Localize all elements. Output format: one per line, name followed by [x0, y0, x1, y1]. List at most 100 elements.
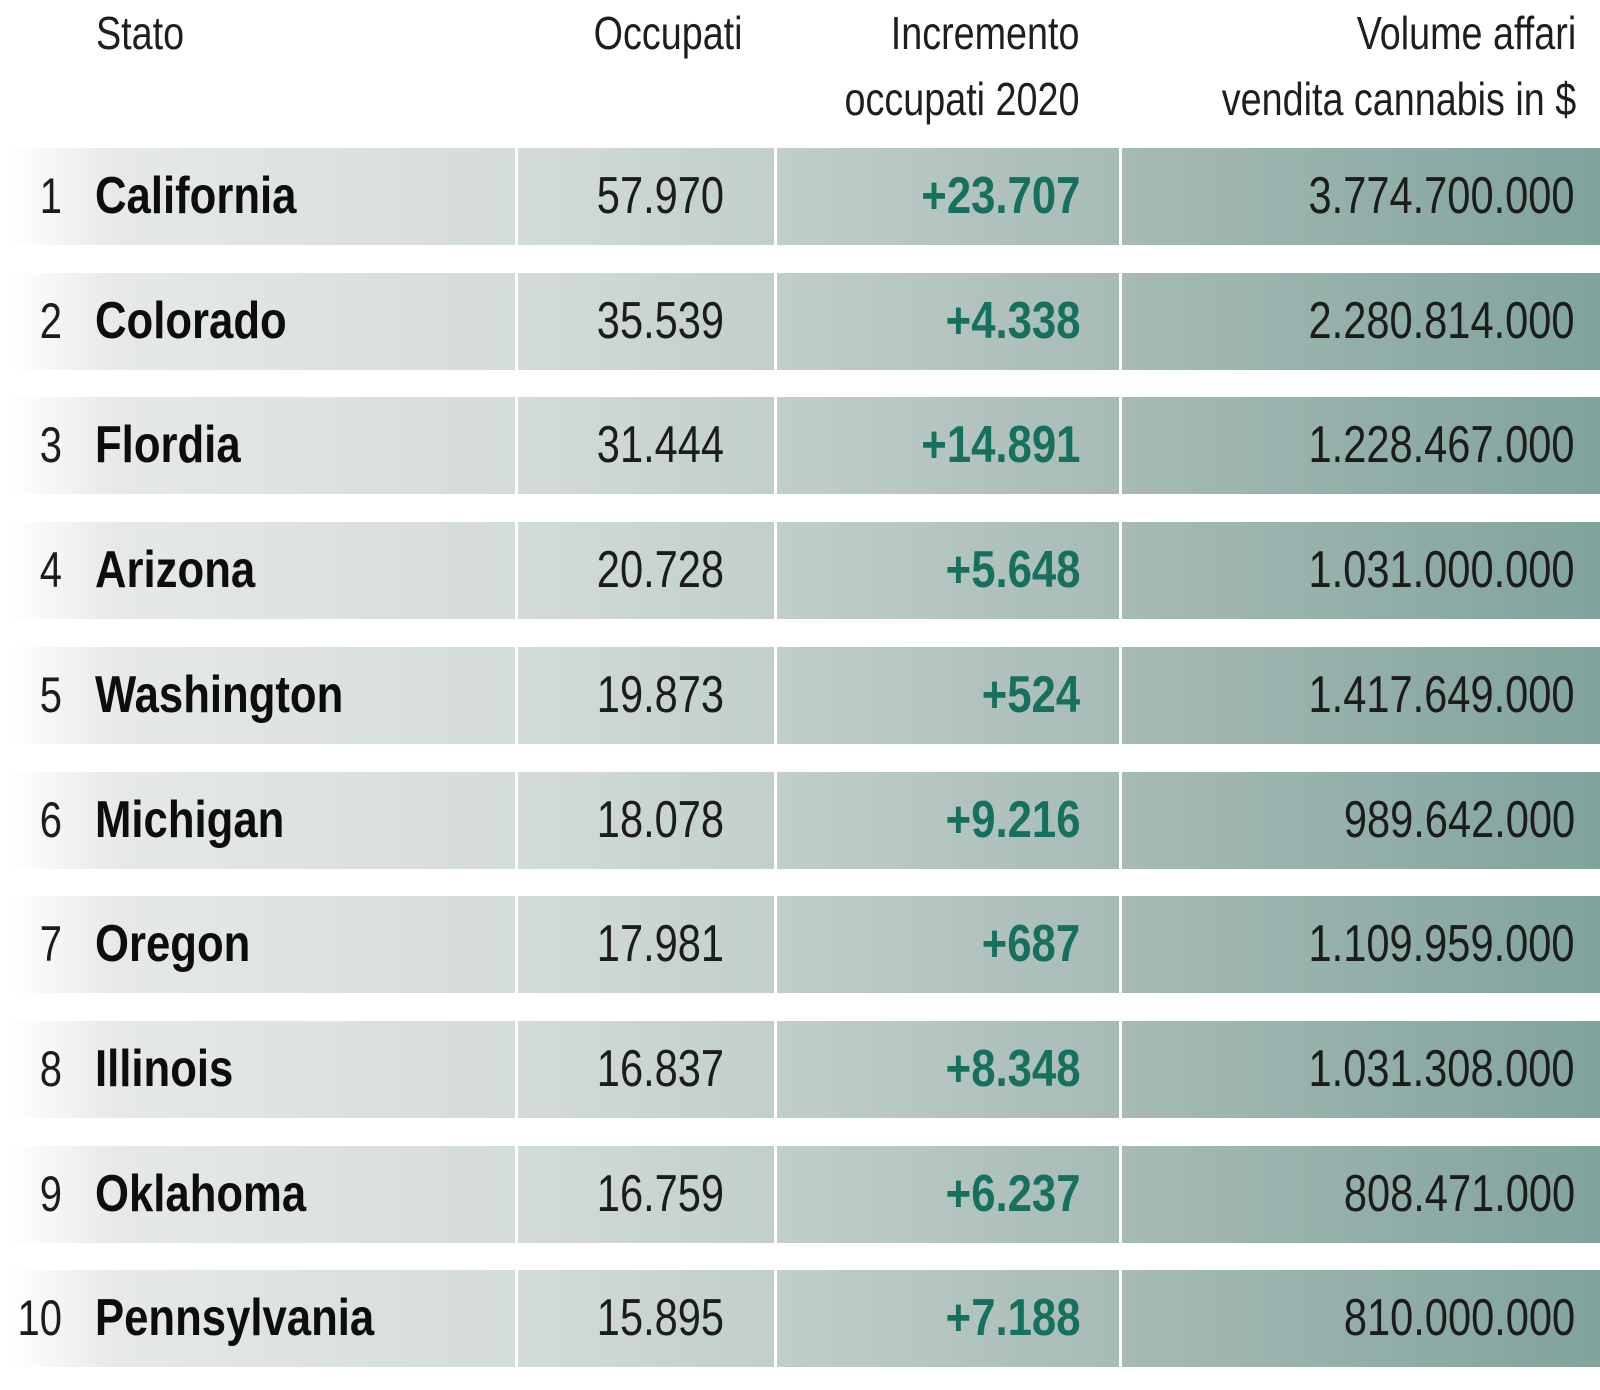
column-separator	[774, 896, 777, 993]
state-cell: Colorado	[95, 292, 287, 350]
incremento-cell: +687	[981, 915, 1080, 973]
row-background	[8, 1021, 1600, 1118]
incremento-cell: +23.707	[920, 167, 1080, 225]
column-separator	[774, 1146, 777, 1243]
column-separator	[1119, 1270, 1122, 1367]
column-separator	[1119, 1146, 1122, 1243]
table-row: 8 Illinois 16.837 +8.348 1.031.308.000	[0, 1021, 1600, 1118]
state-cell: California	[95, 167, 297, 225]
rank-cell: 9	[39, 1166, 62, 1222]
occupati-cell: 35.539	[596, 292, 724, 350]
table-row: 4 Arizona 20.728 +5.648 1.031.000.000	[0, 522, 1600, 619]
occupati-cell: 31.444	[596, 416, 724, 474]
header-incremento-line1: Incremento	[890, 7, 1079, 59]
column-separator	[774, 273, 777, 370]
table-row: 5 Washington 19.873 +524 1.417.649.000	[0, 647, 1600, 744]
occupati-cell: 19.873	[596, 666, 724, 724]
state-cell: Michigan	[95, 791, 285, 849]
volume-cell: 810.000.000	[1343, 1289, 1575, 1347]
header-stato: Stato	[96, 0, 184, 66]
incremento-cell: +524	[981, 666, 1080, 724]
occupati-cell: 16.837	[596, 1040, 724, 1098]
column-separator	[774, 772, 777, 869]
incremento-cell: +5.648	[945, 541, 1080, 599]
state-cell: Illinois	[95, 1040, 234, 1098]
table-row: 1 California 57.970 +23.707 3.774.700.000	[0, 148, 1600, 245]
column-separator	[1119, 273, 1122, 370]
header-stato-label: Stato	[96, 7, 185, 59]
row-background	[8, 522, 1600, 619]
column-separator	[515, 273, 518, 370]
column-separator	[774, 1270, 777, 1367]
column-separator	[1119, 397, 1122, 494]
column-separator	[515, 647, 518, 744]
rank-cell: 6	[39, 792, 62, 848]
volume-cell: 2.280.814.000	[1308, 292, 1575, 350]
rank-cell: 4	[39, 542, 62, 598]
table-row: 9 Oklahoma 16.759 +6.237 808.471.000	[0, 1146, 1600, 1243]
occupati-cell: 16.759	[596, 1165, 724, 1223]
state-cell: Oregon	[95, 915, 251, 973]
table-row: 7 Oregon 17.981 +687 1.109.959.000	[0, 896, 1600, 993]
column-separator	[1119, 772, 1122, 869]
volume-cell: 3.774.700.000	[1308, 167, 1575, 225]
header-volume-line2: vendita cannabis in $	[1221, 73, 1576, 125]
column-separator	[774, 397, 777, 494]
row-background	[8, 772, 1600, 869]
header-incremento-line2: occupati 2020	[844, 73, 1079, 125]
rank-cell: 7	[39, 916, 62, 972]
state-cell: Pennsylvania	[95, 1289, 375, 1347]
volume-cell: 1.031.308.000	[1308, 1040, 1575, 1098]
state-cell: Flordia	[95, 416, 241, 474]
state-cell: Arizona	[95, 541, 256, 599]
header-incremento: Incremento occupati 2020	[844, 0, 1079, 132]
row-background	[8, 647, 1600, 744]
header-occupati: Occupati	[594, 0, 743, 66]
incremento-cell: +4.338	[945, 292, 1080, 350]
incremento-cell: +7.188	[945, 1289, 1080, 1347]
incremento-cell: +9.216	[945, 791, 1080, 849]
rank-cell: 8	[39, 1041, 62, 1097]
incremento-cell: +8.348	[945, 1040, 1080, 1098]
column-separator	[515, 522, 518, 619]
occupati-cell: 57.970	[596, 167, 724, 225]
column-separator	[515, 397, 518, 494]
column-separator	[515, 896, 518, 993]
rank-cell: 5	[39, 667, 62, 723]
row-background	[8, 148, 1600, 245]
column-separator	[774, 1021, 777, 1118]
header-occupati-label: Occupati	[594, 7, 743, 59]
incremento-cell: +14.891	[920, 416, 1080, 474]
column-separator	[515, 1021, 518, 1118]
incremento-cell: +6.237	[945, 1165, 1080, 1223]
state-cell: Washington	[95, 666, 344, 724]
column-separator	[1119, 522, 1122, 619]
occupati-cell: 18.078	[596, 791, 724, 849]
row-background	[8, 1146, 1600, 1243]
rank-cell: 1	[39, 168, 62, 224]
column-separator	[515, 1270, 518, 1367]
table-row: 2 Colorado 35.539 +4.338 2.280.814.000	[0, 273, 1600, 370]
row-background	[8, 1270, 1600, 1367]
column-separator	[1119, 148, 1122, 245]
rank-cell: 10	[17, 1290, 62, 1346]
column-separator	[1119, 647, 1122, 744]
rank-cell: 2	[39, 293, 62, 349]
state-cell: Oklahoma	[95, 1165, 307, 1223]
header-volume: Volume affari vendita cannabis in $	[1222, 0, 1576, 132]
volume-cell: 808.471.000	[1343, 1165, 1575, 1223]
column-separator	[1119, 896, 1122, 993]
rank-cell: 3	[39, 417, 62, 473]
volume-cell: 1.228.467.000	[1308, 416, 1575, 474]
volume-cell: 1.417.649.000	[1308, 666, 1575, 724]
row-background	[8, 273, 1600, 370]
occupati-cell: 20.728	[596, 541, 724, 599]
column-separator	[515, 772, 518, 869]
table-row: 3 Flordia 31.444 +14.891 1.228.467.000	[0, 397, 1600, 494]
volume-cell: 989.642.000	[1343, 791, 1575, 849]
table-row: 6 Michigan 18.078 +9.216 989.642.000	[0, 772, 1600, 869]
column-separator	[515, 1146, 518, 1243]
occupati-cell: 17.981	[596, 915, 724, 973]
row-background	[8, 397, 1600, 494]
